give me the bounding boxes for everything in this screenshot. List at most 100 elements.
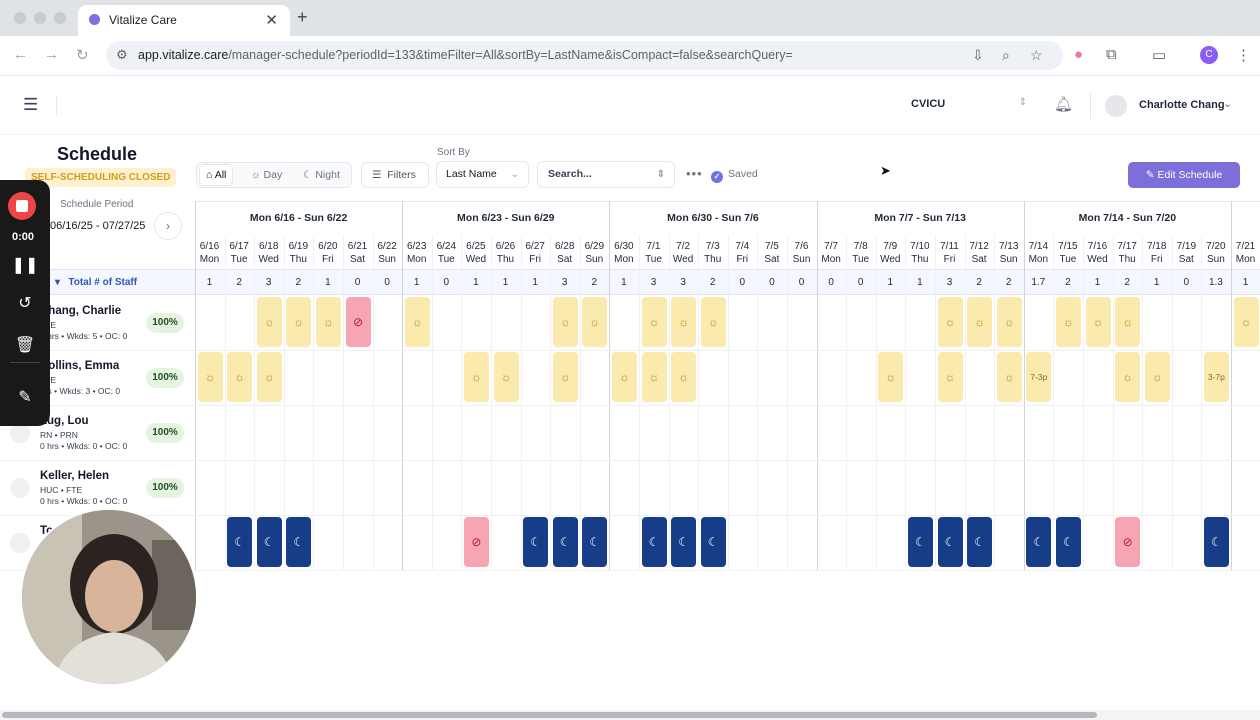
shift-block-day[interactable]: ☼ — [996, 352, 1022, 402]
shift-block-night[interactable]: ☾ — [671, 517, 697, 567]
shift-block-day[interactable]: ☼ — [611, 352, 637, 402]
chevron-down-icon[interactable]: ⌄ — [1223, 98, 1233, 110]
shift-block-day[interactable]: ☼ — [582, 297, 608, 347]
shift-block-night[interactable]: ☾ — [1203, 517, 1229, 567]
day-date: 7/20 — [1206, 241, 1226, 252]
shift-block-day[interactable]: ☼ — [552, 297, 578, 347]
new-tab-icon[interactable]: + — [297, 7, 308, 27]
next-period-button[interactable]: › — [154, 212, 182, 240]
site-info-icon[interactable]: ⚙ — [116, 47, 128, 62]
horizontal-scrollbar[interactable] — [0, 710, 1260, 720]
staff-name[interactable]: Collins, Emma — [40, 360, 120, 372]
browser-menu-icon[interactable]: ⋮ — [1236, 47, 1251, 64]
window-close-dot[interactable] — [14, 12, 26, 24]
unit-select[interactable]: CVICU ⇕ — [899, 90, 1037, 120]
stop-recording-button[interactable] — [8, 192, 36, 220]
shift-block-day[interactable]: ☼ — [878, 352, 904, 402]
shift-block-off[interactable]: ⊘ — [1115, 517, 1141, 567]
day-column-header: 7/9 Wed — [876, 240, 905, 266]
shift-block-day[interactable]: ☼ — [671, 352, 697, 402]
shift-block-day[interactable]: ☼ — [404, 297, 430, 347]
shift-block-day[interactable]: ☼ — [1144, 352, 1170, 402]
shift-block-night[interactable]: ☾ — [967, 517, 993, 567]
pen-icon[interactable]: ✎ — [18, 389, 32, 406]
staff-name[interactable]: Lug, Lou — [40, 415, 89, 427]
shift-block-night[interactable]: ☾ — [256, 517, 282, 567]
search-input[interactable]: Search... ⇕ — [537, 161, 675, 188]
shift-block-night[interactable]: ☾ — [286, 517, 312, 567]
shift-block-day[interactable]: ☼ — [256, 352, 282, 402]
shift-block-day[interactable]: ☼ — [937, 352, 963, 402]
filter-all-button[interactable]: ⌂ All — [200, 165, 233, 185]
shift-block-day[interactable]: ☼ — [1085, 297, 1111, 347]
shift-block-night[interactable]: ☾ — [1026, 517, 1052, 567]
shift-block-day[interactable]: ☼ — [463, 352, 489, 402]
filter-day-button[interactable]: ☼ Day — [251, 169, 283, 181]
shift-block-night[interactable]: ☾ — [1055, 517, 1081, 567]
tab-search-icon[interactable]: ▭ — [1152, 47, 1167, 64]
shift-block-day[interactable]: ☼ — [641, 297, 667, 347]
shift-block-day[interactable]: ☼ — [315, 297, 341, 347]
shift-block-label[interactable]: 7-3p — [1026, 352, 1052, 402]
shift-block-day[interactable]: ☼ — [641, 352, 667, 402]
profile-avatar[interactable]: C — [1200, 46, 1218, 64]
restart-icon[interactable]: ↺ — [18, 295, 32, 312]
shift-block-night[interactable]: ☾ — [700, 517, 726, 567]
shift-block-day[interactable]: ☼ — [937, 297, 963, 347]
install-app-icon[interactable]: ⇩ — [972, 47, 984, 63]
window-minimize-dot[interactable] — [34, 12, 46, 24]
shift-block-day[interactable]: ☼ — [227, 352, 253, 402]
webcam-bubble[interactable] — [20, 508, 198, 686]
edit-schedule-button[interactable]: ✎ Edit Schedule — [1128, 162, 1240, 188]
bell-icon[interactable]: 🔔︎ — [1054, 96, 1074, 113]
back-icon[interactable]: ← — [13, 46, 28, 63]
more-options-icon[interactable]: ••• — [686, 166, 703, 181]
shift-block-night[interactable]: ☾ — [552, 517, 578, 567]
shift-block-night[interactable]: ☾ — [227, 517, 253, 567]
user-avatar[interactable] — [1105, 95, 1127, 117]
shift-block-day[interactable]: ☼ — [197, 352, 223, 402]
shift-block-day[interactable]: ☼ — [1115, 352, 1141, 402]
sort-select[interactable]: Last Name ⌄ — [436, 161, 529, 188]
shift-block-night[interactable]: ☾ — [907, 517, 933, 567]
shift-block-day[interactable]: ☼ — [256, 297, 282, 347]
extensions-puzzle-icon[interactable]: ⧉ — [1106, 46, 1117, 63]
total-staff-label[interactable]: ▾ Total # of Staff — [55, 277, 138, 288]
address-bar[interactable]: ⚙ app.vitalize.care/manager-schedule?per… — [106, 41, 1063, 70]
shift-block-day[interactable]: ☼ — [493, 352, 519, 402]
tab-close-icon[interactable]: ✕ — [265, 12, 278, 29]
shift-block-day[interactable]: ☼ — [700, 297, 726, 347]
staff-name[interactable]: Chang, Charlie — [40, 305, 122, 317]
bookmark-star-icon[interactable]: ☆ — [1030, 47, 1043, 63]
trash-icon[interactable]: 🗑︎ — [14, 337, 36, 354]
hamburger-menu-icon[interactable]: ☰ — [23, 95, 39, 114]
extension-icon[interactable]: ● — [1074, 46, 1084, 63]
pause-icon[interactable]: ❚❚ — [11, 257, 39, 274]
browser-tab[interactable]: Vitalize Care ✕ — [78, 5, 290, 36]
shift-block-off[interactable]: ⊘ — [345, 297, 371, 347]
filters-button[interactable]: ☰ Filters — [361, 162, 429, 188]
staff-name[interactable]: Keller, Helen — [40, 470, 110, 482]
shift-block-day[interactable]: ☼ — [1055, 297, 1081, 347]
shift-block-day[interactable]: ☼ — [671, 297, 697, 347]
total-count: 2 — [591, 277, 598, 288]
shift-block-day[interactable]: ☼ — [286, 297, 312, 347]
window-zoom-dot[interactable] — [54, 12, 66, 24]
zoom-icon[interactable]: ⌕ — [1002, 47, 1010, 63]
shift-block-day[interactable]: ☼ — [996, 297, 1022, 347]
shift-block-night[interactable]: ☾ — [641, 517, 667, 567]
shift-block-label[interactable]: 3-7p — [1203, 352, 1229, 402]
shift-block-day[interactable]: ☼ — [967, 297, 993, 347]
shift-block-day[interactable]: ☼ — [1115, 297, 1141, 347]
shift-block-night[interactable]: ☾ — [582, 517, 608, 567]
shift-block-day[interactable]: ☼ — [552, 352, 578, 402]
forward-icon[interactable]: → — [44, 46, 59, 63]
user-name[interactable]: Charlotte Chang — [1139, 99, 1225, 111]
day-weekday: Sat — [349, 254, 365, 265]
shift-block-night[interactable]: ☾ — [937, 517, 963, 567]
reload-icon[interactable]: ↻ — [76, 47, 89, 64]
shift-block-day[interactable]: ☼ — [1233, 297, 1259, 347]
filter-night-button[interactable]: ☾ Night — [303, 169, 340, 181]
shift-block-night[interactable]: ☾ — [523, 517, 549, 567]
shift-block-off[interactable]: ⊘ — [463, 517, 489, 567]
